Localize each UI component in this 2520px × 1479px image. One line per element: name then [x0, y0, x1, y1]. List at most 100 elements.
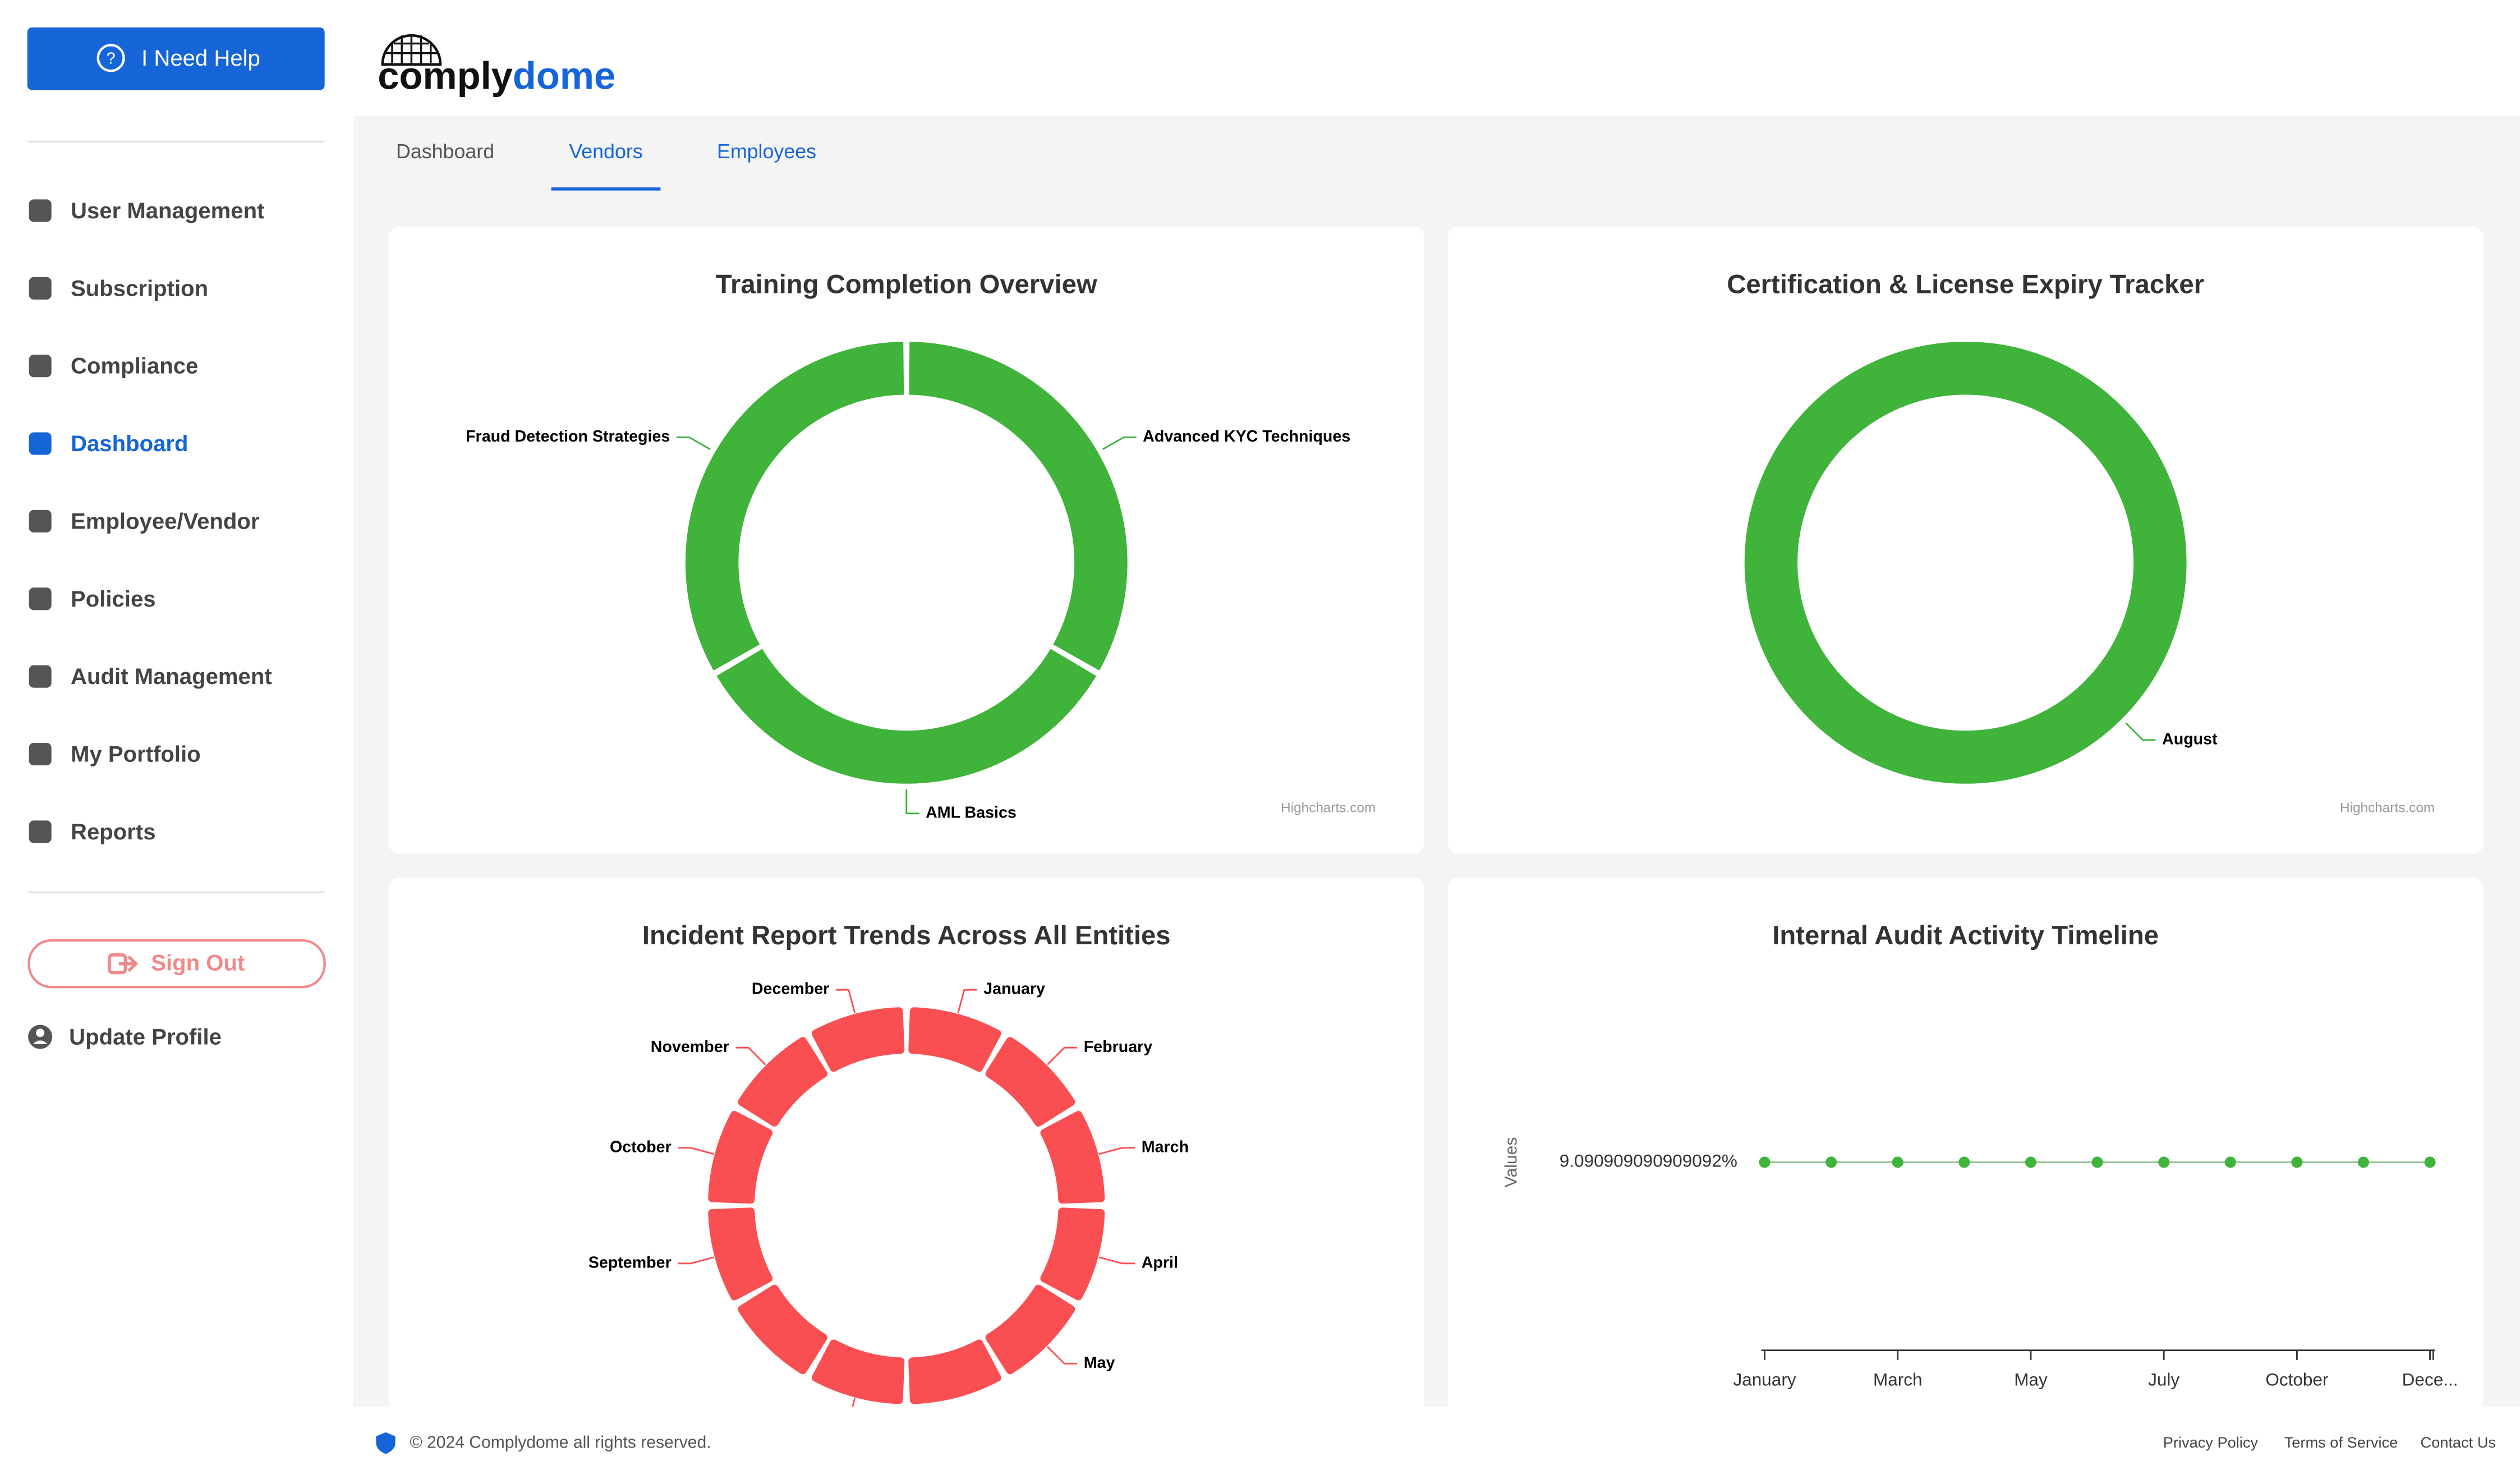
donut-slice	[708, 1110, 773, 1204]
x-tick-label: March	[1873, 1369, 1923, 1389]
copyright: © 2024 Complydome all rights reserved.	[410, 1434, 711, 1452]
point	[2224, 1156, 2236, 1168]
label-connector	[1102, 436, 1137, 451]
nav-item[interactable]: Dashboard	[29, 431, 188, 456]
nav-icon	[29, 277, 52, 300]
donut-slice	[811, 1007, 905, 1072]
label-connector	[1046, 1345, 1078, 1365]
donut-slice	[1742, 340, 2188, 786]
nav-item[interactable]: My Portfolio	[29, 742, 201, 767]
nav-icon	[29, 199, 52, 222]
data-label: August	[2162, 730, 2218, 748]
point	[1958, 1156, 1970, 1168]
tab[interactable]: Employees	[717, 140, 816, 163]
data-label: May	[1084, 1354, 1115, 1372]
x-tick-label: July	[2148, 1369, 2179, 1389]
data-label: AML Basics	[926, 803, 1017, 821]
nav-icon	[29, 665, 52, 688]
footer-link[interactable]: Privacy Policy	[2163, 1434, 2259, 1451]
data-label: December	[752, 980, 829, 998]
cards: Training Completion Overview Advanced KYC…	[389, 227, 2484, 1407]
sign-out-label: Sign Out	[151, 951, 245, 976]
tab[interactable]: Vendors	[569, 140, 642, 163]
card	[1448, 878, 2484, 1407]
data-label: September	[588, 1253, 672, 1271]
nav-label: Policies	[71, 587, 156, 612]
chart-title: Certification & License Expiry Tracker	[1727, 270, 2204, 300]
credit: Highcharts.com	[1281, 801, 1376, 816]
nav-icon	[29, 743, 52, 766]
chart-title: Internal Audit Activity Timeline	[1772, 921, 2159, 950]
logo-part: dome	[513, 54, 615, 98]
nav-icon	[29, 820, 52, 843]
data-label: January	[983, 980, 1045, 998]
data-label: November	[651, 1038, 729, 1056]
card	[389, 227, 1424, 854]
nav-item[interactable]: User Management	[29, 199, 265, 223]
donut-slice	[738, 1037, 827, 1127]
data-label: April	[1142, 1253, 1178, 1271]
card	[1448, 227, 2484, 854]
nav-item[interactable]: Employee/Vendor	[29, 509, 260, 534]
label-connector	[852, 1398, 856, 1407]
point	[1892, 1156, 1903, 1168]
svg-text:?: ?	[107, 50, 116, 68]
x-tick-label: January	[1733, 1369, 1796, 1389]
label-connector	[1098, 1256, 1135, 1265]
point	[2291, 1156, 2303, 1168]
charts: Training Completion Overview Advanced KYC…	[466, 270, 2458, 1407]
donut-slice	[684, 340, 906, 673]
data-label: Fraud Detection Strategies	[466, 428, 670, 445]
nav-label: Subscription	[71, 276, 208, 301]
label-connector	[735, 1046, 766, 1065]
footer: © 2024 Complydome all rights reserved. P…	[376, 1432, 2496, 1454]
nav-item[interactable]: Reports	[29, 820, 156, 844]
donut-slice	[908, 1339, 1001, 1404]
sign-out-button[interactable]: Sign Out	[27, 939, 326, 989]
nav-label: User Management	[71, 199, 264, 223]
help-button[interactable]: ? I Need Help	[27, 27, 325, 90]
y-axis-title: Values	[1502, 1137, 1521, 1188]
tab[interactable]: Dashboard	[396, 140, 494, 163]
nav-label: Dashboard	[71, 431, 188, 456]
nav-item[interactable]: Policies	[29, 587, 156, 612]
shield-icon	[376, 1432, 396, 1454]
donut-slice	[907, 340, 1129, 673]
logo: complydome	[378, 34, 615, 98]
nav-label: Compliance	[71, 354, 198, 379]
data-label: October	[610, 1138, 672, 1156]
update-profile[interactable]: Update Profile	[28, 1025, 222, 1049]
nav-item[interactable]: Subscription	[29, 276, 209, 301]
label-connector	[835, 989, 856, 1014]
nav-item[interactable]: Compliance	[29, 354, 199, 379]
nav: User Management Subscription Compliance Das…	[29, 199, 272, 844]
nav-icon	[29, 509, 52, 533]
x-tick-label: Dece...	[2402, 1369, 2458, 1389]
donut-slice	[1040, 1207, 1105, 1301]
x-tick-label: May	[2014, 1369, 2048, 1389]
update-profile-label: Update Profile	[69, 1025, 222, 1049]
label-connector	[1046, 1046, 1078, 1065]
nav-label: Employee/Vendor	[71, 509, 259, 534]
label-connector	[678, 1147, 714, 1155]
donut-slice	[738, 1284, 827, 1375]
logo-part: comply	[378, 54, 513, 98]
chart-title: Incident Report Trends Across All Entiti…	[642, 921, 1171, 950]
donut-slice	[811, 1339, 905, 1404]
credit: Highcharts.com	[2340, 801, 2435, 816]
point	[2025, 1156, 2036, 1168]
label-connector	[905, 789, 919, 815]
nav-item[interactable]: Audit Management	[29, 664, 272, 689]
footer-link[interactable]: Contact Us	[2420, 1434, 2496, 1451]
data-label: Advanced KYC Techniques	[1143, 428, 1350, 445]
point	[2357, 1156, 2369, 1168]
donut-slice	[985, 1037, 1075, 1127]
point	[1825, 1156, 1837, 1168]
point	[2091, 1156, 2103, 1168]
data-label: March	[1142, 1138, 1189, 1156]
nav-label: Reports	[71, 820, 156, 844]
x-tick-label: October	[2265, 1369, 2328, 1389]
footer-link[interactable]: Terms of Service	[2284, 1434, 2398, 1451]
nav-label: Audit Management	[71, 664, 272, 689]
